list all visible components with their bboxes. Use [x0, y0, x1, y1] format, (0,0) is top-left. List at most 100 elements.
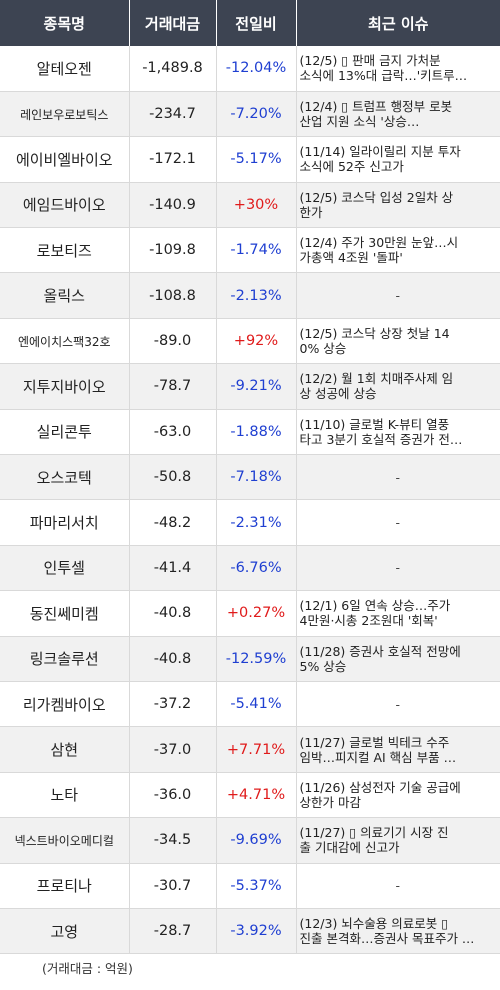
footnote: (거래대금 : 억원) — [42, 961, 133, 976]
issue-line-1: (12/5) 코스닥 입성 2일차 상 — [299, 189, 454, 205]
table-row[interactable]: 로보티즈 -109.8 -1.74% (12/4) 주가 30만원 눈앞…시 가총액 4… — [0, 227, 500, 274]
table-row[interactable]: 프로티나 -30.7 -5.37% - — [0, 863, 500, 909]
issue-line-2: 4만원·시총 2조원대 '회복' — [299, 613, 438, 629]
header-change: 전일비 — [216, 0, 297, 46]
recent-issue[interactable]: (12/1) 6일 연속 상승…주가 4만원·시총 2조원대 '회복' — [296, 590, 500, 637]
header-issue: 최근 이슈 — [296, 0, 500, 46]
table-row[interactable]: 리가켐바이오 -37.2 -5.41% - — [0, 681, 500, 728]
issue-line-1: (12/4) ▯ 트럼프 행정부 로봇 — [299, 99, 453, 115]
stock-name[interactable]: 동진쎄미켐 — [0, 590, 130, 637]
stock-name[interactable]: 알테오젠 — [0, 46, 130, 92]
table-row[interactable]: 실리콘투 -63.0 -1.88% (11/10) 글로벌 K-뷰티 열풍 타고 3분기… — [0, 409, 500, 456]
table-row[interactable]: 알테오젠 -1,489.8 -12.04% (12/5) ▯ 판매 금지 가처분 소식에… — [0, 46, 500, 92]
table-row[interactable]: 파마리서치 -48.2 -2.31% - — [0, 499, 500, 546]
issue-line-2: 출 기대감에 신고가 — [299, 840, 400, 856]
stock-name[interactable]: 파마리서치 — [0, 499, 130, 546]
table-row[interactable]: 노타 -36.0 +4.71% (11/26) 삼성전자 기술 공급에 상한가 마감 — [0, 772, 500, 819]
table-row[interactable]: 고영 -28.7 -3.92% (12/3) 뇌수술용 의료로봇 ▯ 진출 본격화…증권… — [0, 908, 500, 955]
stock-name[interactable]: 리가켐바이오 — [0, 681, 130, 728]
issue-line-1: (12/1) 6일 연속 상승…주가 — [299, 598, 451, 614]
issue-line-1: (12/3) 뇌수술용 의료로봇 ▯ — [299, 916, 449, 932]
stock-name[interactable]: 고영 — [0, 908, 130, 955]
table-row[interactable]: 삼현 -37.0 +7.71% (11/27) 글로벌 빅테크 수주 임박…피지컬 AI… — [0, 726, 500, 773]
table-header: 종목명 거래대금 전일비 최근 이슈 — [0, 0, 500, 46]
issue-line-2: 임박…피지컬 AI 핵심 부품 … — [299, 749, 457, 765]
stock-name[interactable]: 넥스트바이오메디컬 — [0, 817, 130, 864]
stock-name[interactable]: 엔에이치스팩32호 — [0, 318, 130, 365]
price-change: -2.13% — [216, 272, 297, 319]
recent-issue[interactable]: (12/5) ▯ 판매 금지 가처분 소식에 13%대 급락…'키트루… — [296, 46, 500, 92]
issue-line-1: - — [395, 515, 400, 531]
recent-issue: - — [296, 272, 500, 319]
issue-line-1: - — [395, 469, 400, 485]
issue-line-1: (11/10) 글로벌 K-뷰티 열풍 — [299, 416, 450, 432]
recent-issue[interactable]: (12/4) ▯ 트럼프 행정부 로봇 산업 지원 소식 '상승… — [296, 91, 500, 138]
price-change: +30% — [216, 182, 297, 229]
recent-issue[interactable]: (12/4) 주가 30만원 눈앞…시 가총액 4조원 '돌파' — [296, 227, 500, 274]
table-row[interactable]: 에이비엘바이오 -172.1 -5.17% (11/14) 일라이릴리 지분 투자 소식… — [0, 136, 500, 183]
trade-volume: -78.7 — [129, 363, 217, 410]
issue-line-1: (12/4) 주가 30만원 눈앞…시 — [299, 235, 459, 251]
table-row[interactable]: 엔에이치스팩32호 -89.0 +92% (12/5) 코스닥 상장 첫날 14 0% … — [0, 318, 500, 365]
stock-name[interactable]: 인투셀 — [0, 545, 130, 592]
recent-issue[interactable]: (11/28) 증권사 호실적 전망에 5% 상승 — [296, 636, 500, 682]
recent-issue[interactable]: (12/5) 코스닥 상장 첫날 14 0% 상승 — [296, 318, 500, 365]
table-row[interactable]: 올릭스 -108.8 -2.13% - — [0, 272, 500, 319]
stock-name[interactable]: 에임드바이오 — [0, 182, 130, 229]
stock-name[interactable]: 삼현 — [0, 726, 130, 773]
trade-volume: -140.9 — [129, 182, 217, 229]
price-change: +0.27% — [216, 590, 297, 637]
price-change: +7.71% — [216, 726, 297, 773]
stock-name[interactable]: 실리콘투 — [0, 409, 130, 456]
issue-line-2: 타고 3분기 호실적 증권가 전… — [299, 431, 463, 447]
recent-issue: - — [296, 499, 500, 546]
price-change: -7.20% — [216, 91, 297, 138]
stock-name[interactable]: 오스코텍 — [0, 454, 130, 501]
stock-name[interactable]: 로보티즈 — [0, 227, 130, 274]
issue-line-1: (11/27) 글로벌 빅테크 수주 — [299, 734, 450, 750]
stock-name[interactable]: 레인보우로보틱스 — [0, 91, 130, 138]
stock-name[interactable]: 지투지바이오 — [0, 363, 130, 410]
table-row[interactable]: 인투셀 -41.4 -6.76% - — [0, 545, 500, 592]
price-change: -9.69% — [216, 817, 297, 864]
stock-name[interactable]: 프로티나 — [0, 863, 130, 909]
trade-volume: -109.8 — [129, 227, 217, 274]
header-name: 종목명 — [0, 0, 130, 46]
price-change: -3.92% — [216, 908, 297, 955]
trade-volume: -63.0 — [129, 409, 217, 456]
issue-line-1: (12/5) ▯ 판매 금지 가처분 — [299, 53, 441, 69]
recent-issue[interactable]: (11/26) 삼성전자 기술 공급에 상한가 마감 — [296, 772, 500, 819]
issue-line-2: 상 성공에 상승 — [299, 386, 377, 402]
stock-name[interactable]: 노타 — [0, 772, 130, 819]
recent-issue[interactable]: (11/10) 글로벌 K-뷰티 열풍 타고 3분기 호실적 증권가 전… — [296, 409, 500, 456]
stock-name[interactable]: 에이비엘바이오 — [0, 136, 130, 183]
stock-name[interactable]: 올릭스 — [0, 272, 130, 319]
table-row[interactable]: 레인보우로보틱스 -234.7 -7.20% (12/4) ▯ 트럼프 행정부 로봇 산… — [0, 91, 500, 138]
table-row[interactable]: 동진쎄미켐 -40.8 +0.27% (12/1) 6일 연속 상승…주가 4만원·시총… — [0, 590, 500, 637]
price-change: -1.88% — [216, 409, 297, 456]
issue-line-1: - — [395, 878, 400, 894]
issue-line-1: (11/28) 증권사 호실적 전망에 — [299, 643, 461, 659]
issue-line-2: 소식에 52주 신고가 — [299, 159, 404, 175]
price-change: -5.41% — [216, 681, 297, 728]
table-row[interactable]: 에임드바이오 -140.9 +30% (12/5) 코스닥 입성 2일차 상 한가 — [0, 182, 500, 229]
header-volume: 거래대금 — [129, 0, 217, 46]
stock-name[interactable]: 링크솔루션 — [0, 636, 130, 682]
issue-line-1: (12/5) 코스닥 상장 첫날 14 — [299, 326, 450, 342]
issue-line-1: (11/27) ▯ 의료기기 시장 진 — [299, 825, 449, 841]
recent-issue[interactable]: (11/27) 글로벌 빅테크 수주 임박…피지컬 AI 핵심 부품 … — [296, 726, 500, 773]
recent-issue[interactable]: (11/14) 일라이릴리 지분 투자 소식에 52주 신고가 — [296, 136, 500, 183]
table-row[interactable]: 오스코텍 -50.8 -7.18% - — [0, 454, 500, 501]
issue-line-2: 한가 — [299, 204, 323, 220]
table-row[interactable]: 링크솔루션 -40.8 -12.59% (11/28) 증권사 호실적 전망에 5% 상… — [0, 636, 500, 682]
issue-line-1: (11/26) 삼성전자 기술 공급에 — [299, 779, 461, 795]
recent-issue: - — [296, 454, 500, 501]
recent-issue[interactable]: (12/5) 코스닥 입성 2일차 상 한가 — [296, 182, 500, 229]
trade-volume: -108.8 — [129, 272, 217, 319]
issue-line-2: 산업 지원 소식 '상승… — [299, 114, 420, 130]
recent-issue[interactable]: (12/3) 뇌수술용 의료로봇 ▯ 진출 본격화…증권사 목표주가 … — [296, 908, 500, 955]
